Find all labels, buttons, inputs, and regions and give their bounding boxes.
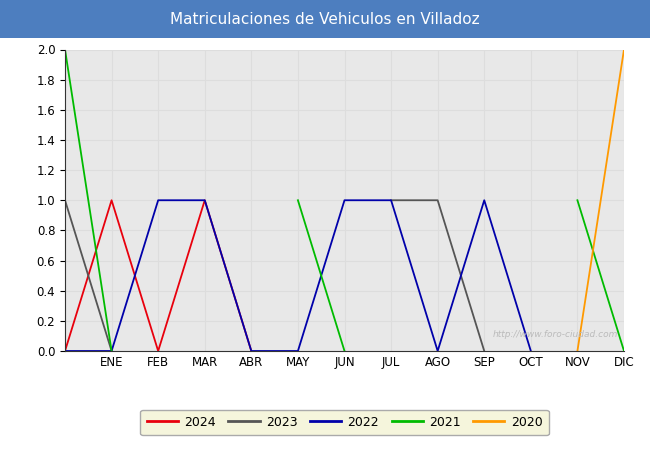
2023 <box>61 198 69 203</box>
2022 <box>294 348 302 354</box>
2022 <box>201 198 209 203</box>
Legend: 2024, 2023, 2022, 2021, 2020: 2024, 2023, 2022, 2021, 2020 <box>140 410 549 435</box>
Text: http://www.foro-ciudad.com: http://www.foro-ciudad.com <box>493 330 618 339</box>
2023 <box>108 348 116 354</box>
Line: 2022: 2022 <box>65 200 531 351</box>
Text: Matriculaciones de Vehiculos en Villadoz: Matriculaciones de Vehiculos en Villadoz <box>170 12 480 27</box>
2022 <box>434 348 441 354</box>
Line: 2023: 2023 <box>65 200 112 351</box>
2022 <box>248 348 255 354</box>
2022 <box>480 198 488 203</box>
2022 <box>108 348 116 354</box>
2024 <box>154 348 162 354</box>
2022 <box>341 198 348 203</box>
2024 <box>201 198 209 203</box>
2022 <box>527 348 535 354</box>
2022 <box>61 348 69 354</box>
Line: 2024: 2024 <box>65 200 252 351</box>
2022 <box>387 198 395 203</box>
2024 <box>61 348 69 354</box>
2022 <box>154 198 162 203</box>
2024 <box>108 198 116 203</box>
2024 <box>248 348 255 354</box>
